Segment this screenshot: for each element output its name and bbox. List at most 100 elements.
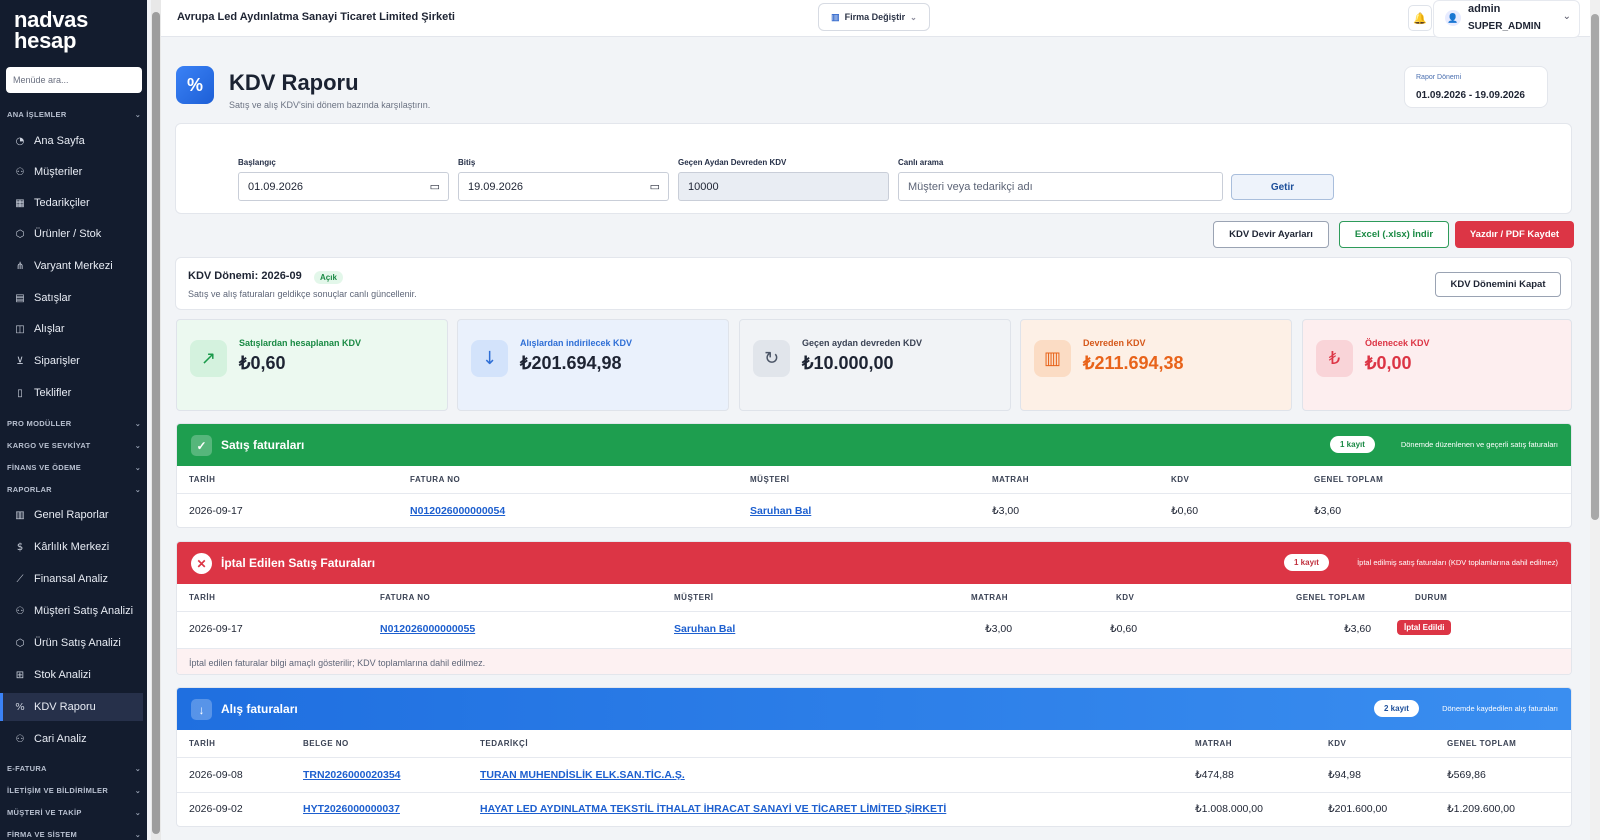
cell-kdv: ₺0,60 xyxy=(1110,623,1138,635)
sidebar-item-satislar[interactable]: ▤ Satışlar xyxy=(0,284,143,312)
supplier-link[interactable]: HAYAT LED AYDINLATMA TEKSTİL İTHALAT İHR… xyxy=(480,803,947,815)
sidebar-scrollbar-thumb[interactable] xyxy=(152,12,160,834)
sidebar-item-musteri-satis[interactable]: ⚇ Müşteri Satış Analizi xyxy=(0,597,143,625)
kdv-settings-button[interactable]: KDV Devir Ayarları xyxy=(1213,221,1329,248)
filter-panel: Başlangıç 01.09.2026 ▭ Bitiş 19.09.2026 ▭ … xyxy=(175,123,1572,214)
sidebar-item-stok-analizi[interactable]: ⊞ Stok Analizi xyxy=(0,661,143,689)
dollar-icon: $ xyxy=(16,541,24,553)
live-search-placeholder: Müşteri veya tedarikçi adı xyxy=(908,180,1033,193)
trend-up-icon: ↗ xyxy=(190,340,227,377)
divider xyxy=(177,493,1571,494)
sidebar-group-efatura[interactable]: E-FATURA ⌄ xyxy=(7,764,141,773)
sidebar-item-urunler[interactable]: ⬡ Ürünler / Stok xyxy=(0,220,143,248)
sidebar-item-label: Ürün Satış Analizi xyxy=(34,637,121,649)
chevron-down-icon: ⌄ xyxy=(134,832,141,839)
cell-date: 2026-09-02 xyxy=(189,803,243,815)
close-period-button[interactable]: KDV Dönemini Kapat xyxy=(1435,272,1561,297)
sidebar-item-label: Müşteriler xyxy=(34,166,83,178)
divider xyxy=(177,792,1571,793)
firm-switch-button[interactable]: ▥ Firma Değiştir ⌄ xyxy=(818,3,930,31)
sidebar-item-label: Ana Sayfa xyxy=(34,135,85,147)
group-label: FİNANS VE ÖDEME xyxy=(7,463,82,472)
customer-link[interactable]: Saruhan Bal xyxy=(674,623,736,635)
sidebar-group-musteri[interactable]: MÜŞTERİ VE TAKİP ⌄ xyxy=(7,808,141,817)
print-pdf-button[interactable]: Yazdır / PDF Kaydet xyxy=(1455,221,1574,248)
sidebar-item-karlilik[interactable]: $ Kârlılık Merkezi xyxy=(0,533,143,561)
users-icon: ⚇ xyxy=(15,166,25,178)
stat-card-sales-kdv: ↗ Satışlardan hesaplanan KDV ₺0,60 xyxy=(176,319,448,411)
sidebar-item-teklifler[interactable]: ▯ Teklifler xyxy=(0,379,143,407)
cell-total: ₺1.209.600,00 xyxy=(1447,803,1515,815)
x-circle-icon: ✕ xyxy=(191,553,212,574)
invoice-link[interactable]: N012026000000054 xyxy=(410,505,506,517)
carry-over-label: Geçen Aydan Devreden KDV xyxy=(678,158,787,167)
count-badge: 2 kayıt xyxy=(1374,700,1419,717)
divider xyxy=(177,648,1571,649)
sidebar-group-kargo[interactable]: KARGO VE SEVKİYAT ⌄ xyxy=(7,441,141,450)
end-date-input[interactable]: 19.09.2026 ▭ xyxy=(458,172,669,201)
col-header: TARİH xyxy=(189,475,216,484)
live-search-input[interactable]: Müşteri veya tedarikçi adı xyxy=(898,172,1223,201)
cell-kdv: ₺0,60 xyxy=(1171,505,1199,517)
cell-date: 2026-09-17 xyxy=(189,623,243,635)
page-scrollbar-thumb[interactable] xyxy=(1591,14,1599,520)
customer-link[interactable]: Saruhan Bal xyxy=(750,505,812,517)
company-name: Avrupa Led Aydınlatma Sanayi Ticaret Lim… xyxy=(177,11,455,23)
excel-download-button[interactable]: Excel (.xlsx) İndir xyxy=(1339,221,1449,248)
user-avatar-icon: 👤 xyxy=(1445,10,1461,26)
calendar-icon[interactable]: ▭ xyxy=(649,181,660,193)
chevron-down-icon: ⌄ xyxy=(134,465,141,472)
section-title: İptal Edilen Satış Faturaları xyxy=(221,556,376,570)
divider xyxy=(177,611,1571,612)
cart-icon: ⊻ xyxy=(16,355,24,367)
fetch-button[interactable]: Getir xyxy=(1231,174,1334,200)
bell-icon[interactable]: 🔔 xyxy=(1408,5,1432,31)
calendar-icon[interactable]: ▭ xyxy=(429,181,440,193)
sidebar-item-label: Siparişler xyxy=(34,355,80,367)
kdv-period-title: KDV Dönemi: 2026-09 xyxy=(188,270,302,282)
sidebar-group-ana[interactable]: ANA İŞLEMLER ⌄ xyxy=(7,110,141,119)
barcode-icon: ▥ xyxy=(1034,340,1071,377)
sidebar-item-kdv-raporu[interactable]: % KDV Raporu xyxy=(0,693,143,721)
col-header: TARİH xyxy=(189,739,216,748)
cell-date: 2026-09-17 xyxy=(189,505,243,517)
start-date-input[interactable]: 01.09.2026 ▭ xyxy=(238,172,449,201)
sidebar-item-siparisler[interactable]: ⊻ Siparişler xyxy=(0,347,143,375)
sidebar-item-label: Genel Raporlar xyxy=(34,509,109,521)
sidebar-group-firma[interactable]: FİRMA VE SİSTEM ⌄ xyxy=(7,830,141,839)
sidebar-item-ana-sayfa[interactable]: ◔ Ana Sayfa xyxy=(0,127,143,155)
group-label: FİRMA VE SİSTEM xyxy=(7,830,78,839)
cell-base: ₺474,88 xyxy=(1195,769,1234,781)
invoice-link[interactable]: N012026000000055 xyxy=(380,623,476,635)
sidebar-item-cari-analiz[interactable]: ⚇ Cari Analiz xyxy=(0,725,143,753)
sidebar-item-finansal[interactable]: ⟋ Finansal Analiz xyxy=(0,565,143,593)
sidebar-group-raporlar[interactable]: RAPORLAR ⌄ xyxy=(7,485,141,494)
col-header: TARİH xyxy=(189,593,216,602)
chevron-down-icon: ⌄ xyxy=(134,443,141,450)
sidebar-item-alislar[interactable]: ◫ Alışlar xyxy=(0,315,143,343)
chevron-down-icon: ⌄ xyxy=(134,766,141,773)
user-menu[interactable]: 👤 admin SUPER_ADMIN ⌄ xyxy=(1433,0,1580,38)
sidebar-group-pro[interactable]: PRO MODÜLLER ⌄ xyxy=(7,419,141,428)
chevron-down-icon: ⌄ xyxy=(134,421,141,428)
sidebar-item-varyant[interactable]: ⋔ Varyant Merkezi xyxy=(0,252,143,280)
building-icon: ▥ xyxy=(831,11,840,22)
col-header: MATRAH xyxy=(1195,739,1233,748)
sidebar-item-musteriler[interactable]: ⚇ Müşteriler xyxy=(0,158,143,186)
sitemap-icon: ⋔ xyxy=(15,260,25,272)
carry-over-input[interactable]: 10000 xyxy=(678,172,889,201)
sidebar-item-genel-raporlar[interactable]: ▥ Genel Raporlar xyxy=(0,501,143,529)
document-link[interactable]: TRN2026000020354 xyxy=(303,769,401,781)
app-logo[interactable]: nadvas hesap xyxy=(14,9,88,52)
sidebar-group-finans[interactable]: FİNANS VE ÖDEME ⌄ xyxy=(7,463,141,472)
boxes-icon: ⊞ xyxy=(15,669,25,681)
sidebar-group-iletisim[interactable]: İLETİŞİM VE BİLDİRİMLER ⌄ xyxy=(7,786,141,795)
sidebar-search-input[interactable] xyxy=(6,67,142,93)
sidebar-item-label: Teklifler xyxy=(34,387,72,399)
chevron-down-icon: ⌄ xyxy=(134,810,141,817)
supplier-link[interactable]: TURAN MUHENDİSLİK ELK.SAN.TİC.A.Ş. xyxy=(480,769,685,781)
document-link[interactable]: HYT2026000000037 xyxy=(303,803,400,815)
sidebar-item-tedarikciler[interactable]: ▦ Tedarikçiler xyxy=(0,189,143,217)
sidebar-item-label: Kârlılık Merkezi xyxy=(34,541,110,553)
sidebar-item-urun-satis[interactable]: ⬡ Ürün Satış Analizi xyxy=(0,629,143,657)
